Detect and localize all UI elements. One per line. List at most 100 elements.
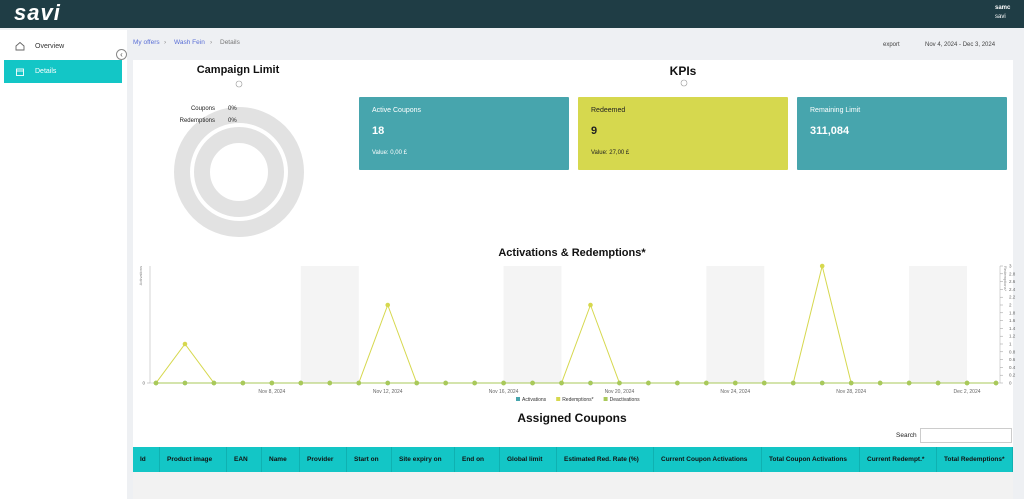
legend-label: Deactivations xyxy=(610,397,641,403)
x-tick-label: Nov 28, 2024 xyxy=(836,389,866,395)
data-point xyxy=(240,380,246,386)
nav-item[interactable]: Details xyxy=(4,60,122,83)
data-point xyxy=(964,380,970,386)
column-header[interactable]: EAN xyxy=(227,447,262,472)
chart-title: Activations & Redemptions* xyxy=(498,247,646,259)
x-tick-label: Nov 24, 2024 xyxy=(720,389,750,395)
column-header[interactable]: Provider xyxy=(300,447,347,472)
breadcrumb-link[interactable]: Wash Fein xyxy=(174,39,205,46)
y2-axis-label: Redemptions* xyxy=(1003,266,1008,292)
y2-tick-label: 2 xyxy=(1009,303,1012,308)
data-point xyxy=(588,380,593,386)
breadcrumb-current: Details xyxy=(220,39,240,46)
weekend-band xyxy=(909,266,968,383)
sidebar: Overview Details xyxy=(0,30,127,499)
y2-tick-label: 0.4 xyxy=(1009,365,1016,370)
y2-tick-label: 2.8 xyxy=(1009,271,1016,276)
ring-track xyxy=(174,107,304,237)
x-tick-label: Nov 8, 2024 xyxy=(258,389,285,395)
column-header[interactable]: Estimated Red. Rate (%) xyxy=(557,447,654,472)
data-point xyxy=(327,380,333,386)
data-point xyxy=(790,380,796,386)
y2-tick-label: 1.4 xyxy=(1009,326,1016,331)
data-point xyxy=(877,380,883,386)
ring-label: Redemptions xyxy=(180,118,215,124)
x-tick-label: Nov 12, 2024 xyxy=(373,389,403,395)
legend-label: Redemptions* xyxy=(562,397,593,403)
legend-label: Activations xyxy=(522,397,547,403)
data-point xyxy=(501,380,506,386)
data-point xyxy=(443,380,448,386)
data-point xyxy=(472,380,477,386)
data-point xyxy=(385,380,391,386)
calendar-icon xyxy=(16,68,24,76)
data-point xyxy=(819,380,825,386)
y2-tick-label: 2.4 xyxy=(1009,287,1016,292)
data-point xyxy=(298,380,304,386)
data-point xyxy=(182,341,188,347)
y2-tick-label: 0.2 xyxy=(1009,373,1016,378)
data-point xyxy=(530,380,535,386)
column-header[interactable]: Global limit xyxy=(500,447,557,472)
column-header[interactable]: Start on xyxy=(347,447,392,472)
y2-tick-label: 0 xyxy=(1009,381,1012,386)
column-header[interactable]: Site expiry on xyxy=(392,447,455,472)
legend-swatch xyxy=(603,397,608,401)
section-title: Assigned Coupons xyxy=(517,411,627,425)
column-header[interactable]: Product image xyxy=(160,447,227,472)
data-point xyxy=(588,302,593,308)
data-point xyxy=(761,380,767,386)
sidebar-toggle[interactable]: ‹ xyxy=(116,49,127,60)
data-point xyxy=(211,380,217,386)
nav-item[interactable]: Overview xyxy=(35,43,65,50)
column-header[interactable]: Name xyxy=(262,447,300,472)
column-header[interactable]: Total Redemptions* xyxy=(937,447,1013,472)
search-label: Search xyxy=(896,432,917,439)
y2-tick-label: 0.8 xyxy=(1009,349,1016,354)
info-icon[interactable] xyxy=(235,80,243,88)
kpi-card: Redeemed 9 Value: 27,00 £ xyxy=(578,97,788,170)
data-point xyxy=(935,380,941,386)
y-tick-label: 0 xyxy=(142,381,145,386)
y2-tick-label: 1.6 xyxy=(1009,318,1016,323)
y2-tick-label: 1.2 xyxy=(1009,334,1016,339)
y-axis-label: Activations xyxy=(138,266,143,285)
column-header[interactable]: Current Coupon Activations xyxy=(654,447,762,472)
table-row[interactable] xyxy=(133,472,1013,499)
info-icon[interactable] xyxy=(680,79,688,87)
kpi-card: Remaining Limit 311,084 xyxy=(797,97,1007,170)
ring-label: Coupons xyxy=(191,106,215,112)
y2-tick-label: 2.6 xyxy=(1009,279,1016,284)
section-title: KPIs xyxy=(669,64,697,78)
kpi-label: Remaining Limit xyxy=(810,107,861,114)
column-header[interactable]: End on xyxy=(455,447,500,472)
kpi-value: 9 xyxy=(591,125,598,137)
charts: Activations & Redemptions* Activations R… xyxy=(138,79,1016,403)
x-tick-label: Nov 20, 2024 xyxy=(605,389,635,395)
legend-swatch xyxy=(556,397,561,401)
column-header[interactable]: Current Redempt.* xyxy=(860,447,937,472)
kpi-note: Value: 27,00 £ xyxy=(591,150,630,156)
column-header[interactable]: Total Coupon Activations xyxy=(762,447,860,472)
y2-tick-label: 3 xyxy=(1009,264,1012,269)
column-header[interactable]: Id xyxy=(133,447,160,472)
x-tick-label: Dec 2, 2024 xyxy=(954,389,981,395)
kpi-value: 311,084 xyxy=(810,125,850,137)
user-name[interactable]: samc xyxy=(995,5,1011,11)
ring-track xyxy=(194,127,284,217)
y2-tick-label: 1 xyxy=(1009,342,1012,347)
series-line xyxy=(155,265,996,384)
data-point xyxy=(733,380,738,386)
logo[interactable]: savi xyxy=(14,0,61,25)
data-point xyxy=(269,380,275,386)
search-input[interactable] xyxy=(920,428,1012,443)
section-title: Campaign Limit xyxy=(196,64,280,76)
data-point xyxy=(906,380,912,386)
data-point xyxy=(993,380,999,386)
data-point xyxy=(819,263,825,269)
breadcrumb-link[interactable]: My offers xyxy=(133,39,160,46)
data-point xyxy=(704,380,709,386)
export-button[interactable]: export xyxy=(883,42,900,48)
date-range[interactable]: Nov 4, 2024 - Dec 3, 2024 xyxy=(925,42,996,48)
kpi-label: Redeemed xyxy=(591,107,626,114)
